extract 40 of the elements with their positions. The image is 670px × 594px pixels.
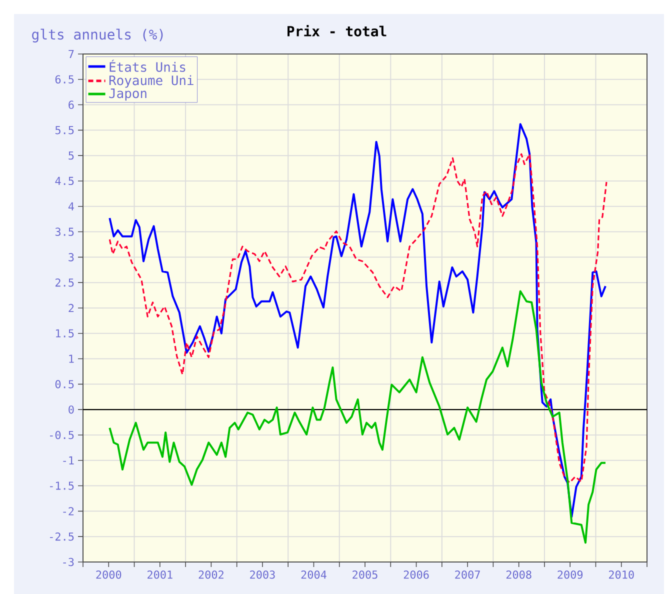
line-series [108, 153, 608, 484]
legend-label: Royaume Uni [109, 75, 194, 88]
x-tick-label: 2000 [96, 570, 122, 579]
x-tick-label: 2005 [352, 570, 378, 579]
line-series [108, 290, 606, 544]
x-tick-label: 2008 [506, 570, 532, 579]
y-tick-label: 5 [68, 152, 74, 160]
y-tick-label: 1 [69, 354, 74, 363]
y-tick-label: 7 [68, 50, 74, 58]
y-tick-label: 6 [68, 100, 74, 109]
y-tick-label: 0 [68, 405, 74, 414]
chart-title: Prix - total [288, 24, 386, 36]
x-tick-label: 2003 [250, 570, 275, 579]
x-tick-label: 2010 [608, 570, 634, 579]
y-tick-label: -2 [63, 507, 74, 516]
x-tick-label: 2004 [301, 570, 326, 579]
x-tick-label: 2009 [558, 570, 583, 579]
y-tick-label: 6.5 [55, 75, 74, 84]
y-tick-label: 3 [68, 253, 74, 262]
y-tick-label: 0.5 [55, 380, 74, 388]
y-tick-label: -3 [63, 558, 74, 566]
y-axis-title: glts annuels (%) [32, 28, 163, 42]
legend-label: États Unis [110, 60, 186, 72]
y-tick-label: -0.5 [50, 430, 74, 440]
y-tick-label: 2.5 [56, 278, 74, 287]
y-tick-label: -1 [63, 456, 74, 464]
y-tick-label: 2 [68, 304, 74, 312]
y-tick-label: -2.5 [50, 532, 74, 541]
x-tick-label: 2007 [455, 570, 480, 579]
x-tick-label: 2006 [404, 570, 429, 579]
y-tick-label: -1.5 [50, 482, 74, 490]
y-tick-label: 5.5 [55, 126, 74, 134]
y-tick-label: 1.5 [56, 329, 74, 338]
x-tick-label: 2001 [148, 570, 172, 579]
line-series [108, 123, 606, 518]
y-tick-label: 4.5 [55, 176, 74, 186]
x-tick-label: 2002 [198, 570, 224, 579]
legend-label: Japon [109, 88, 146, 101]
y-tick-label: 4 [68, 202, 74, 210]
y-tick-label: 3.5 [55, 228, 74, 236]
